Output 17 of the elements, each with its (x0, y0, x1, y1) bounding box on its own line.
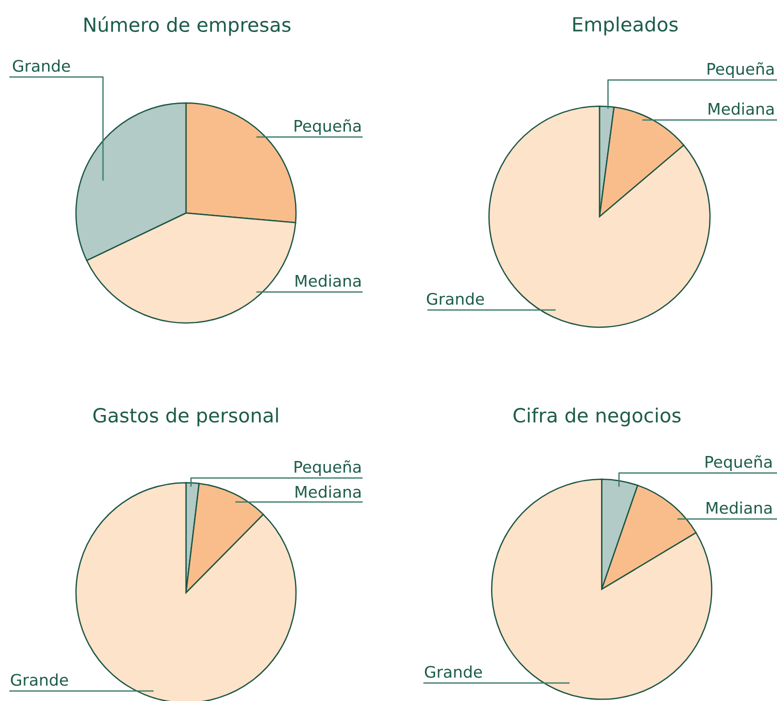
slice-label: Grande (426, 292, 484, 305)
slice-label: Mediana (706, 502, 772, 514)
chart-title: Cifra de negocios (514, 408, 681, 426)
chart-title: Número de empresas (84, 16, 290, 36)
slice-label: Pequeña (294, 460, 361, 476)
slice-label: Mediana (708, 102, 774, 115)
slice-label: Grande (12, 60, 70, 72)
slice-label: Pequeña (706, 455, 772, 471)
slice-label: Grande (424, 666, 482, 678)
slice-label: Grande (10, 674, 68, 686)
chart-title: Empleados (573, 16, 678, 36)
slice-label: Mediana (296, 274, 361, 287)
slice-label: Pequeña (708, 62, 774, 78)
chart-title: Gastos de personal (93, 408, 278, 426)
slice-label: Pequeña (294, 119, 361, 135)
slice-label: Mediana (296, 486, 361, 498)
pie-slice (75, 482, 297, 701)
